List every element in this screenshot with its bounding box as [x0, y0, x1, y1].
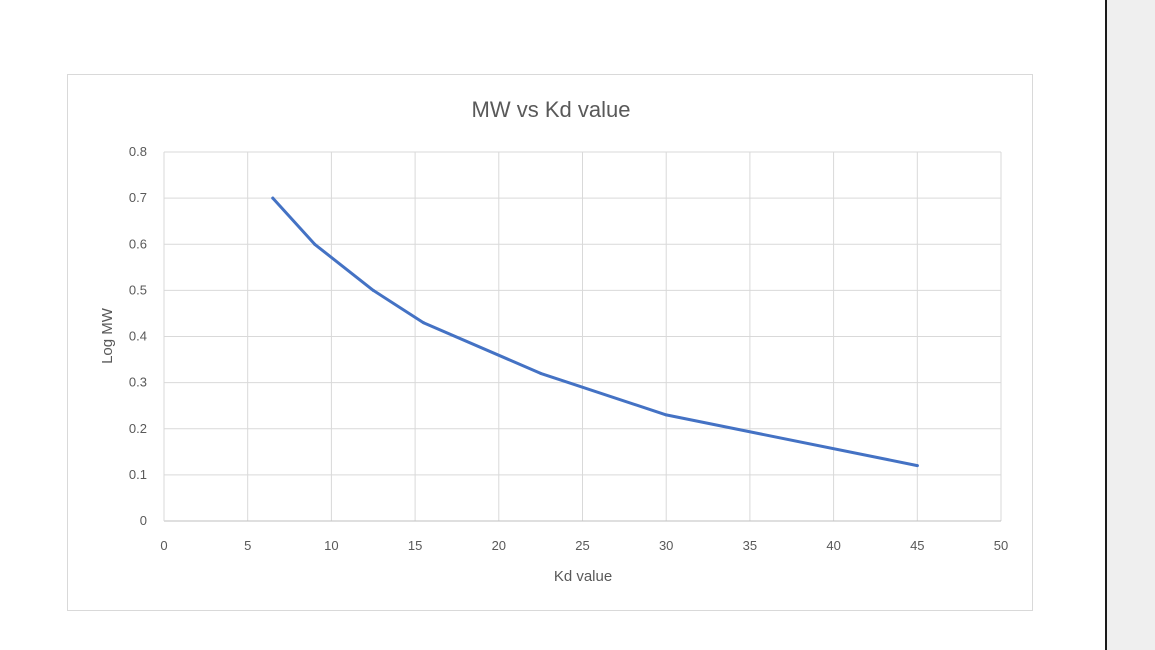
data-point	[313, 242, 317, 246]
y-tick-label: 0	[140, 513, 147, 528]
y-tick-label: 0.5	[129, 282, 147, 297]
page: MW vs Kd value 0 0.1 0.2 0.3 0.4 0.5 0.6 0.7 0.8…	[67, 74, 1033, 611]
grid	[163, 151, 1002, 522]
x-axis-title: Kd value	[554, 568, 612, 585]
y-tick-label: 0.7	[129, 190, 147, 205]
x-axis-ticks: 0 5 10 15 20 25 30 35 40 45 50	[160, 538, 1008, 553]
x-tick-label: 30	[659, 538, 673, 553]
y-tick-label: 0.8	[129, 144, 147, 159]
y-tick-label: 0.1	[129, 467, 147, 482]
series-line	[271, 196, 919, 468]
chart-area: MW vs Kd value 0 0.1 0.2 0.3 0.4 0.5 0.6 0.7 0.8…	[67, 74, 1033, 611]
chart-title: MW vs Kd value	[472, 97, 631, 122]
y-tick-label: 0.2	[129, 421, 147, 436]
y-axis-ticks: 0 0.1 0.2 0.3 0.4 0.5 0.6 0.7 0.8	[129, 144, 147, 528]
x-tick-label: 50	[994, 538, 1008, 553]
x-tick-label: 25	[575, 538, 589, 553]
x-tick-label: 15	[408, 538, 422, 553]
data-point	[421, 321, 425, 325]
data-point	[915, 464, 919, 468]
line-chart: MW vs Kd value 0 0.1 0.2 0.3 0.4 0.5 0.6 0.7 0.8…	[99, 97, 1008, 585]
x-tick-label: 5	[244, 538, 251, 553]
y-tick-label: 0.6	[129, 236, 147, 251]
data-point	[664, 413, 668, 417]
y-axis-title: Log MW	[99, 307, 116, 364]
data-point	[539, 371, 543, 375]
x-tick-label: 40	[826, 538, 840, 553]
x-tick-label: 20	[492, 538, 506, 553]
series-layer	[271, 196, 919, 468]
x-tick-label: 45	[910, 538, 924, 553]
side-panel	[1105, 0, 1155, 650]
x-tick-label: 35	[743, 538, 757, 553]
data-point	[271, 196, 275, 200]
data-point	[371, 288, 375, 292]
y-tick-label: 0.4	[129, 329, 147, 344]
x-tick-label: 0	[160, 538, 167, 553]
y-tick-label: 0.3	[129, 375, 147, 390]
x-tick-label: 10	[324, 538, 338, 553]
